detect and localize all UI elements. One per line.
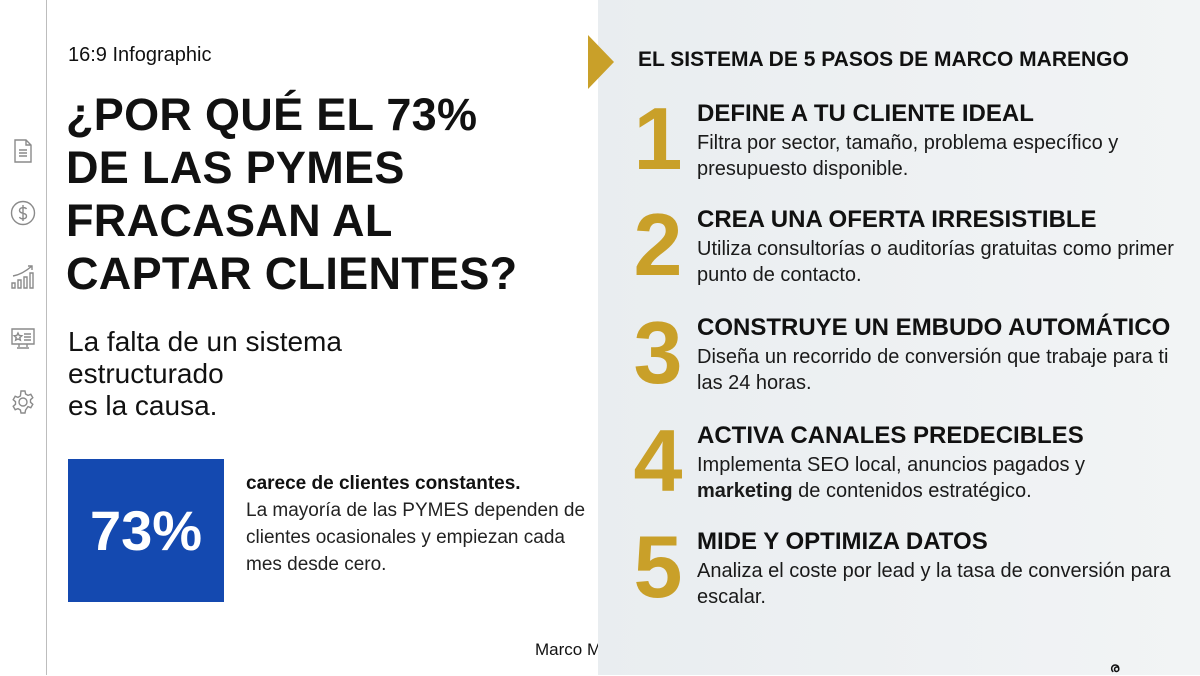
- stat-text: carece de clientes constantes. La mayoría…: [246, 470, 596, 578]
- step-title: ACTIVA CANALES PREDECIBLES: [697, 422, 1084, 449]
- step-description: Utiliza consultorías o auditorías gratui…: [697, 238, 1174, 286]
- step-description: Diseña un recorrido de conversión que tr…: [697, 346, 1169, 394]
- page-title: ¿POR QUÉ EL 73% DE LAS PYMES FRACASAN AL…: [66, 88, 517, 300]
- title-line: FRACASAN AL: [66, 195, 393, 246]
- step-title: MIDE Y OPTIMIZA DATOS: [697, 528, 988, 555]
- step-number: 2: [633, 195, 683, 294]
- steps-panel: [598, 0, 1200, 675]
- monitor-star-icon[interactable]: [10, 325, 36, 351]
- watermark-icon: ര: [1110, 660, 1120, 675]
- title-line: DE LAS PYMES: [66, 142, 405, 193]
- growth-chart-icon[interactable]: [10, 263, 36, 289]
- stat-box: 73%: [68, 459, 224, 602]
- stat-headline: carece de clientes constantes.: [246, 473, 521, 494]
- step-title: CREA UNA OFERTA IRRESISTIBLE: [697, 206, 1097, 233]
- title-line: ¿POR QUÉ EL 73%: [66, 89, 478, 140]
- dollar-icon[interactable]: [10, 200, 36, 226]
- step-description: Filtra por sector, tamaño, problema espe…: [697, 132, 1119, 180]
- subtitle-line: es la causa.: [68, 390, 218, 421]
- subtitle-line: estructurado: [68, 358, 224, 389]
- gear-icon[interactable]: [10, 389, 36, 415]
- desc-bold: marketing: [697, 480, 793, 502]
- step-number: 4: [633, 411, 683, 510]
- sidebar: [0, 0, 47, 675]
- step-description: Implementa SEO local, anuncios pagados y…: [697, 452, 1177, 504]
- kicker: 16:9 Infographic: [68, 44, 212, 66]
- stat-description: La mayoría de las PYMES dependen de clie…: [246, 500, 586, 575]
- steps-heading: EL SISTEMA DE 5 PASOS DE MARCO MARENGO: [638, 48, 1129, 71]
- step-number: 1: [633, 89, 683, 188]
- step-title: DEFINE A TU CLIENTE IDEAL: [697, 100, 1034, 127]
- step-description: Analiza el coste por lead y la tasa de c…: [697, 560, 1171, 608]
- desc-text: de contenidos estratégico.: [792, 480, 1032, 502]
- step-number: 5: [633, 517, 683, 616]
- triangle-arrow-icon: [588, 35, 614, 89]
- subtitle: La falta de un sistema estructurado es l…: [68, 326, 342, 422]
- step-number: 3: [633, 303, 683, 402]
- step-title: CONSTRUYE UN EMBUDO AUTOMÁTICO: [697, 314, 1171, 341]
- document-icon[interactable]: [10, 138, 36, 164]
- desc-text: Implementa SEO local, anuncios pagados y: [697, 454, 1085, 476]
- subtitle-line: La falta de un sistema: [68, 326, 342, 357]
- title-line: CAPTAR CLIENTES?: [66, 248, 518, 299]
